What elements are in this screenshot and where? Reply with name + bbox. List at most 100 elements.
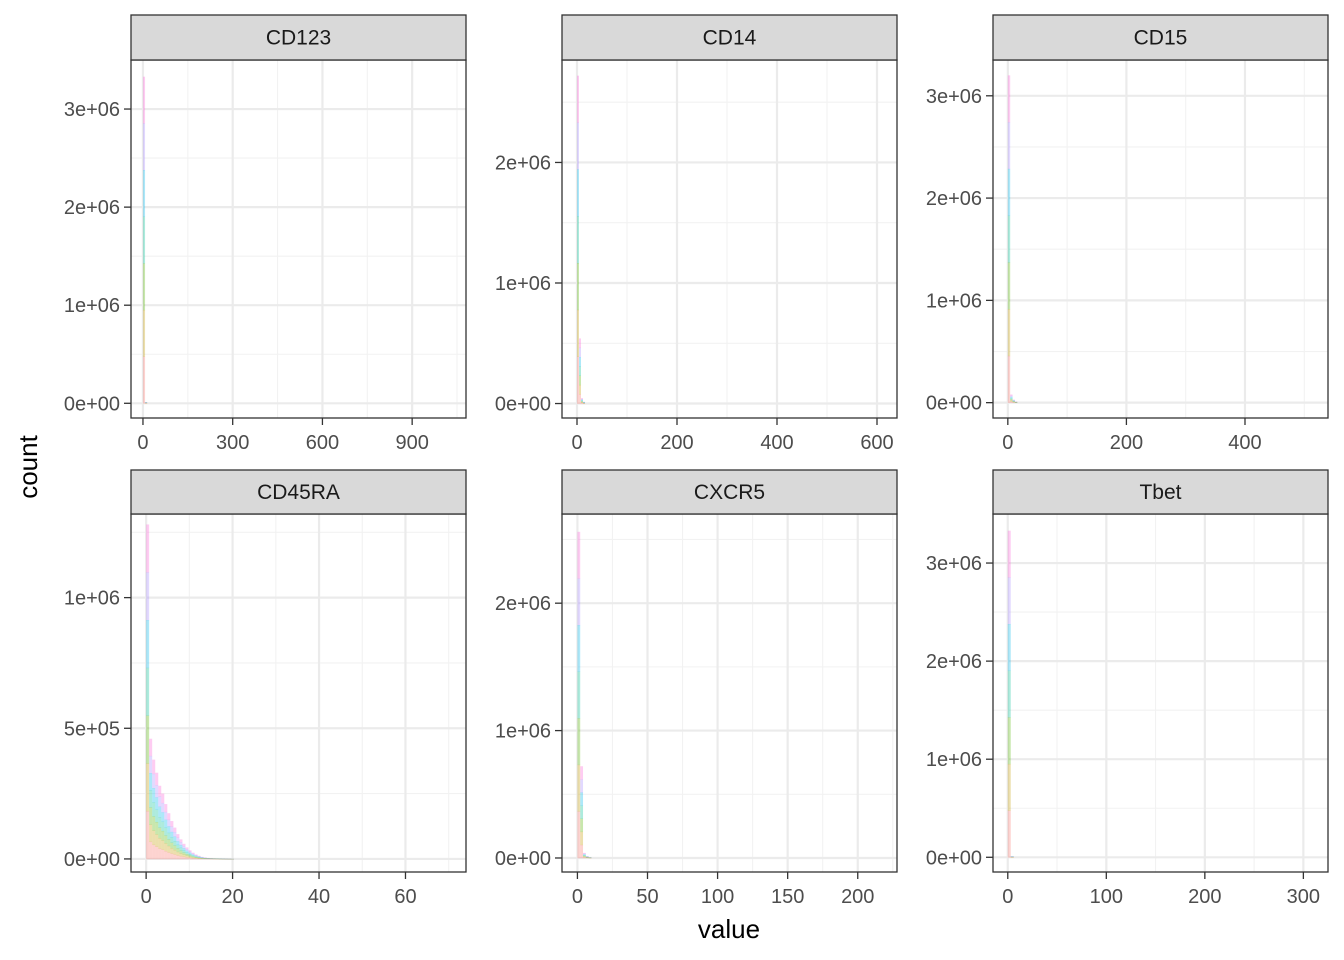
x-tick-label: 0 [1002, 886, 1013, 908]
histogram-bar-segment [579, 366, 581, 376]
histogram-bar-segment [182, 856, 186, 860]
histogram-bar-segment [197, 858, 201, 859]
histogram-bar-segment [1007, 810, 1011, 858]
histogram-bar-segment [146, 667, 150, 716]
y-tick-label: 1e+06 [926, 749, 982, 771]
histogram-bar-segment [191, 857, 195, 859]
histogram-bar-segment [583, 403, 585, 404]
histogram-bin [577, 531, 581, 859]
histogram-bar-segment [194, 854, 198, 856]
histogram-bin [1007, 530, 1011, 858]
histogram-bin [200, 856, 204, 860]
histogram-bar-segment [179, 847, 183, 851]
histogram-bar-segment [200, 858, 204, 860]
histogram-bar-segment [191, 852, 195, 854]
histogram-bin [167, 813, 171, 860]
histogram-bar-segment [146, 811, 150, 860]
histogram-bar-segment [579, 375, 581, 386]
histogram-bar-segment [170, 848, 174, 854]
histogram-bar-segment [203, 857, 207, 859]
histogram-bar-segment [203, 857, 207, 859]
histogram-bar-segment [577, 75, 579, 123]
histogram-bar-segment [179, 844, 183, 849]
histogram-bar-segment [191, 853, 195, 855]
histogram-bar-segment [173, 827, 177, 833]
histogram-bar-segment [191, 854, 195, 856]
histogram-bar-segment [585, 857, 589, 859]
histogram-bar-segment [179, 850, 183, 854]
histogram-bar-segment [583, 402, 585, 403]
histogram-bar-segment [146, 524, 150, 573]
histogram-bar-segment [164, 843, 168, 852]
histogram-bar-segment [579, 338, 581, 349]
y-axis-title: count [13, 434, 43, 498]
histogram-bar-segment [197, 856, 201, 857]
facet-strip-label: CD14 [703, 27, 757, 50]
histogram-bin [579, 338, 581, 404]
x-tick-label: 0 [572, 886, 583, 908]
histogram-bar-segment [583, 855, 586, 857]
histogram-bin [221, 858, 225, 860]
histogram-bar-segment [142, 123, 146, 171]
histogram-bar-segment [1012, 400, 1015, 401]
histogram-bar-segment [581, 401, 583, 403]
y-tick-label: 0e+00 [64, 393, 120, 415]
histogram-bar-segment [1012, 400, 1015, 402]
histogram-bar-segment [200, 858, 204, 859]
histogram-bar-segment [170, 826, 174, 833]
histogram-bar-segment [577, 263, 579, 311]
histogram-bar-segment [583, 402, 585, 404]
histogram-bin [155, 772, 159, 860]
histogram-bin [145, 402, 148, 404]
histogram-bar-segment [149, 824, 153, 843]
x-tick-label: 600 [860, 432, 893, 454]
histogram-bar-segment [583, 852, 586, 854]
histogram-bar-segment [577, 811, 581, 859]
histogram-bar-segment [1012, 401, 1015, 403]
histogram-bar-segment [152, 830, 156, 846]
x-tick-label: 200 [841, 886, 874, 908]
histogram-bar-segment [158, 785, 162, 797]
histogram-bar-segment [1010, 401, 1013, 403]
histogram-bar-segment [191, 858, 195, 860]
histogram-bar-segment [158, 827, 162, 839]
histogram-bar-segment [577, 122, 579, 170]
x-tick-label: 20 [221, 886, 243, 908]
histogram-bar-segment [173, 854, 177, 860]
x-tick-label: 40 [308, 886, 330, 908]
histogram-bin [173, 827, 177, 860]
y-tick-label: 0e+00 [926, 847, 982, 869]
facet-cd123: CD123 0e+00 1e+06 2e+06 3e+06 0 300 600 900 [64, 14, 467, 454]
histogram-bar-segment [155, 809, 159, 823]
histogram-bar-segment [580, 831, 584, 846]
histogram-bar-segment [580, 766, 584, 780]
histogram-bar-segment [203, 858, 207, 860]
histogram-bar-segment [158, 806, 162, 818]
histogram-bar-segment [583, 403, 585, 404]
histogram-bar-segment [167, 813, 171, 821]
histogram-bar-segment [161, 793, 165, 804]
histogram-bar-segment [188, 854, 192, 856]
histogram-bar-segment [176, 841, 180, 846]
histogram-bin [1014, 401, 1018, 403]
histogram-bar-segment [188, 855, 192, 857]
histogram-bar-segment [203, 858, 207, 859]
histogram-bar-segment [1010, 397, 1013, 400]
x-tick-label: 60 [394, 886, 416, 908]
facet-strip-label: CXCR5 [694, 481, 765, 504]
histogram-bar-segment [164, 811, 168, 821]
histogram-bar-segment [185, 847, 189, 850]
histogram-bar-segment [161, 812, 165, 822]
histogram-bin [580, 766, 584, 859]
histogram-bar-segment [185, 852, 189, 855]
histogram-bar-segment [1007, 623, 1011, 671]
histogram-bar-segment [161, 830, 165, 841]
histogram-bar-segment [173, 849, 177, 855]
histogram-bin [176, 834, 180, 860]
histogram-bar-segment [580, 818, 584, 833]
histogram-bar-segment [176, 844, 180, 849]
histogram-bar-segment [1007, 763, 1011, 811]
panel-background [993, 514, 1328, 872]
histogram-bar-segment [194, 855, 198, 857]
